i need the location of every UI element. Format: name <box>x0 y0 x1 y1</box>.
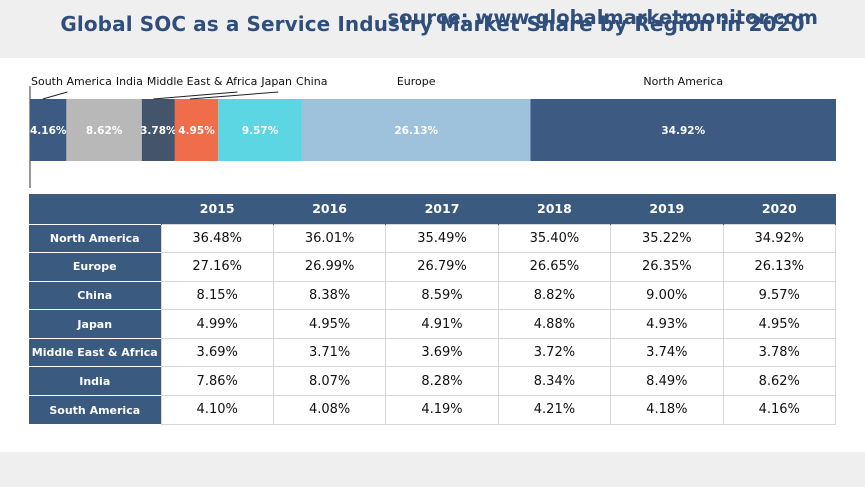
table-cell-south-america-2019: 4.18% <box>610 395 724 425</box>
table-cell-india-2018: 8.34% <box>497 366 611 396</box>
bar-category-label-middle-east-africa: Middle East & Africa <box>147 75 258 88</box>
table-row-header-middle-east-africa: Middle East & Africa <box>29 337 161 367</box>
table-cell-north-america-2020: 34.92% <box>722 223 837 253</box>
bar-segment-europe <box>301 99 531 161</box>
table-row-middle-east-africa: Middle East & Africa 3.69% 3.71% 3.69% 3.72%… <box>29 337 837 367</box>
table-cell-india-2015: 7.86% <box>160 366 274 396</box>
table-cell-north-america-2015: 36.48% <box>160 223 274 253</box>
table-cell-middle-east-africa-2016: 3.71% <box>272 337 386 367</box>
table-row-north-america: North America 36.48% 36.01% 35.49% 35.40% 35.… <box>29 223 837 253</box>
table-corner-cell <box>29 194 162 224</box>
table-cell-china-2018: 8.82% <box>497 280 611 310</box>
table-cell-china-2019: 9.00% <box>610 280 724 310</box>
bar-segment-india <box>66 99 142 161</box>
table-cell-north-america-2019: 35.22% <box>610 223 724 253</box>
table-row-header-europe: Europe <box>29 252 161 282</box>
bar-category-label-japan: Japan <box>260 75 292 88</box>
table-cell-middle-east-africa-2015: 3.69% <box>160 337 274 367</box>
chart-title: Global SOC as a Service Industry Market … <box>60 12 805 36</box>
bar-category-label-north-america: North America <box>643 75 723 88</box>
bar-category-label-india: India <box>116 75 143 88</box>
table-cell-europe-2017: 26.79% <box>385 252 499 282</box>
table-cell-middle-east-africa-2017: 3.69% <box>385 337 499 367</box>
bar-value-label-north-america: 34.92% <box>661 125 705 137</box>
source-band <box>0 452 865 487</box>
table-cell-india-2017: 8.28% <box>385 366 499 396</box>
bar-value-label-japan: 4.95% <box>178 125 215 137</box>
table-header-row: 2015 2016 2017 2018 2019 2020 <box>29 194 837 224</box>
table-row-japan: Japan 4.99% 4.95% 4.91% 4.88% 4.93% 4.95% <box>29 309 837 339</box>
bar-segment-south-america <box>30 99 67 161</box>
table-row-india: India 7.86% 8.07% 8.28% 8.34% 8.49% 8.62% <box>29 366 837 396</box>
bar-segment-north-america <box>530 99 836 161</box>
table-cell-north-america-2017: 35.49% <box>385 223 499 253</box>
bar-category-label-europe: Europe <box>397 75 436 88</box>
table-row-header-south-america: South America <box>29 395 161 425</box>
bar-leader-line-middle-east-africa <box>153 91 238 100</box>
bar-value-label-middle-east-africa: 3.78% <box>140 125 177 137</box>
table-cell-japan-2015: 4.99% <box>160 309 274 339</box>
table-column-header-2019: 2019 <box>610 194 724 224</box>
table-cell-europe-2019: 26.35% <box>610 252 724 282</box>
table-cell-china-2017: 8.59% <box>385 280 499 310</box>
table-cell-north-america-2016: 36.01% <box>272 223 386 253</box>
table-cell-india-2019: 8.49% <box>610 366 724 396</box>
bar-value-label-south-america: 4.16% <box>30 125 67 137</box>
bar-segment-china <box>218 99 302 161</box>
table-cell-europe-2015: 27.16% <box>160 252 274 282</box>
table-row-header-india: India <box>29 366 161 396</box>
table-column-header-2020: 2020 <box>723 194 837 224</box>
table-cell-india-2020: 8.62% <box>722 366 837 396</box>
table-cell-japan-2016: 4.95% <box>272 309 386 339</box>
bar-leader-line-japan <box>189 91 279 100</box>
table-cell-japan-2019: 4.93% <box>610 309 724 339</box>
table-cell-india-2016: 8.07% <box>272 366 386 396</box>
table-cell-south-america-2017: 4.19% <box>385 395 499 425</box>
table-cell-japan-2020: 4.95% <box>722 309 837 339</box>
table-cell-japan-2018: 4.88% <box>497 309 611 339</box>
table-cell-china-2015: 8.15% <box>160 280 274 310</box>
stacked-bar-chart: 4.16% 8.62% 3.78% 4.95% 9.57% 26.13% 34.92% So… <box>29 75 836 188</box>
table-column-header-2018: 2018 <box>498 194 612 224</box>
table-row-europe: Europe 27.16% 26.99% 26.79% 26.65% 26.35% 26.1… <box>29 252 837 282</box>
table-cell-europe-2020: 26.13% <box>722 252 837 282</box>
table-row-header-japan: Japan <box>29 309 161 339</box>
table-cell-china-2020: 9.57% <box>722 280 837 310</box>
table-row-header-china: China <box>29 280 161 310</box>
source-text: source: www.globalmarketmonitor.com <box>387 6 818 29</box>
table-cell-south-america-2016: 4.08% <box>272 395 386 425</box>
table-row-china: China 8.15% 8.38% 8.59% 8.82% 9.00% 9.57% <box>29 280 837 310</box>
bar-category-label-south-america: South America <box>31 75 112 88</box>
bar-segment-japan <box>174 99 219 161</box>
table-cell-middle-east-africa-2019: 3.74% <box>610 337 724 367</box>
table-column-header-2016: 2016 <box>273 194 387 224</box>
bar-category-label-china: China <box>296 75 327 88</box>
table-cell-china-2016: 8.38% <box>272 280 386 310</box>
table-column-header-2015: 2015 <box>161 194 274 224</box>
table-column-header-2017: 2017 <box>385 194 499 224</box>
bar-segment-middle-east-africa <box>141 99 175 161</box>
table-cell-south-america-2015: 4.10% <box>160 395 274 425</box>
table-cell-europe-2016: 26.99% <box>272 252 386 282</box>
bar-leader-line-south-america <box>42 91 68 100</box>
bar-value-label-india: 8.62% <box>86 125 123 137</box>
table-cell-middle-east-africa-2018: 3.72% <box>497 337 611 367</box>
table-cell-japan-2017: 4.91% <box>385 309 499 339</box>
table-cell-middle-east-africa-2020: 3.78% <box>722 337 837 367</box>
table-cell-europe-2018: 26.65% <box>497 252 611 282</box>
table-cell-south-america-2018: 4.21% <box>497 395 611 425</box>
table-row-south-america: South America 4.10% 4.08% 4.19% 4.21% 4.18% 4.… <box>29 395 837 425</box>
bar-value-label-europe: 26.13% <box>394 125 438 137</box>
table-cell-north-america-2018: 35.40% <box>497 223 611 253</box>
table-row-header-north-america: North America <box>29 223 161 253</box>
table-cell-south-america-2020: 4.16% <box>722 395 837 425</box>
market-share-table: 2015 2016 2017 2018 2019 2020 North America 36… <box>29 194 837 425</box>
bar-value-label-china: 9.57% <box>242 125 279 137</box>
title-band <box>0 0 865 58</box>
